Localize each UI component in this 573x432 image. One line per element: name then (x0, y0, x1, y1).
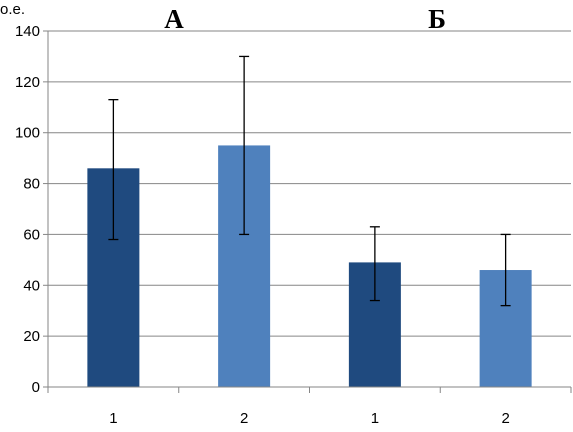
y-tick-label: 20 (23, 328, 40, 345)
axes (47, 31, 572, 393)
y-tick-label: 60 (23, 226, 40, 243)
x-tick-label: 2 (501, 410, 509, 427)
error-bars (108, 55, 511, 307)
group-label-a: А (164, 4, 184, 34)
y-tick-label: 40 (23, 277, 40, 294)
bars (87, 145, 532, 387)
y-unit-label: о.е. (0, 1, 25, 18)
x-tick-label: 2 (240, 410, 248, 427)
y-tick-label: 80 (23, 176, 40, 193)
x-tick-labels: 1 2 1 2 (109, 410, 510, 427)
y-tick-label: 0 (32, 379, 40, 396)
x-tick-label: 1 (109, 410, 117, 427)
y-tick-label: 100 (15, 125, 40, 142)
y-tick-label: 140 (15, 23, 40, 40)
group-label-b: Б (428, 4, 446, 34)
x-tick-label: 1 (371, 410, 379, 427)
y-tick-labels: 0 20 40 60 80 100 120 140 (15, 23, 40, 396)
y-tick-label: 120 (15, 74, 40, 91)
